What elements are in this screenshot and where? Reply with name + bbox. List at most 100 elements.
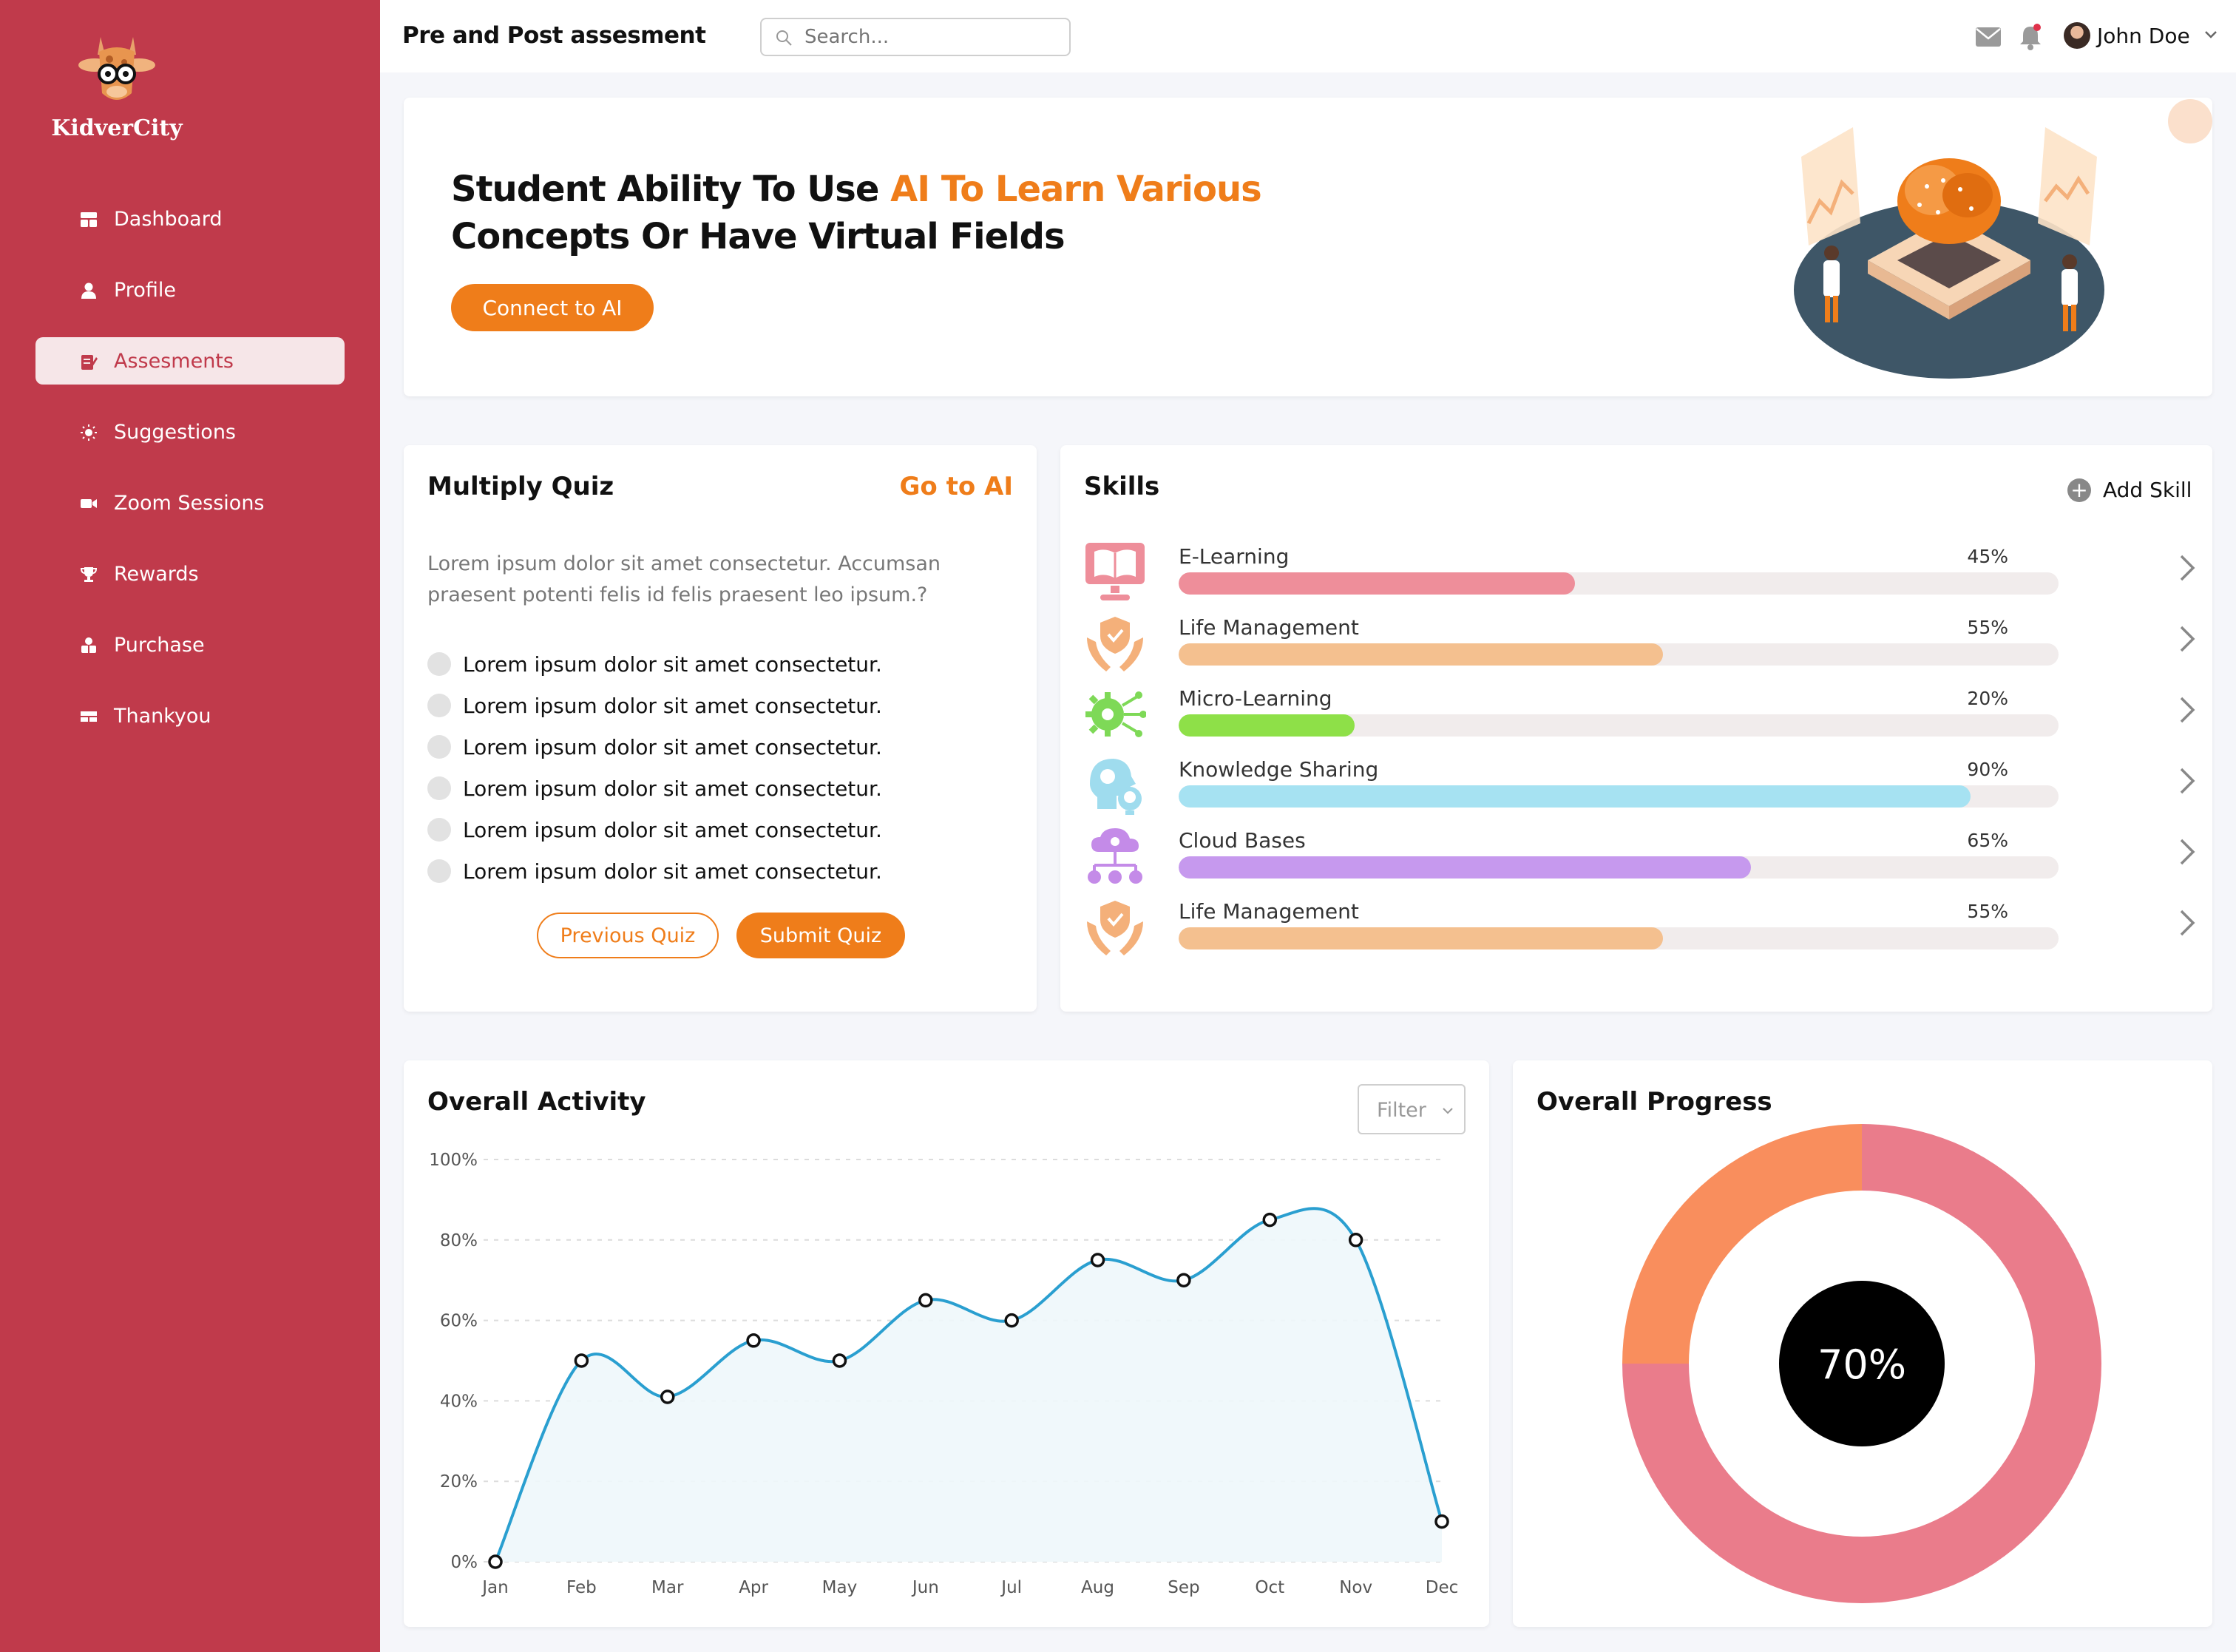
hero-banner: Student Ability To Use AI To Learn Vario… xyxy=(404,98,2212,396)
brand-logo[interactable]: KidverCity xyxy=(35,30,198,141)
thankyou-icon xyxy=(81,711,97,722)
radio-button[interactable] xyxy=(427,818,451,842)
quiz-option[interactable]: Lorem ipsum dolor sit amet consectetur. xyxy=(427,850,882,892)
skills-title: Skills xyxy=(1084,472,1160,501)
data-point xyxy=(918,1293,933,1308)
sidebar-item-thankyou[interactable]: Thankyou xyxy=(35,692,345,739)
x-tick-label: Jun xyxy=(911,1578,939,1597)
radio-button[interactable] xyxy=(427,735,451,759)
chevron-right-icon[interactable] xyxy=(2178,695,2196,725)
radio-button[interactable] xyxy=(427,694,451,717)
add-skill-button[interactable]: + Add Skill xyxy=(2067,478,2192,502)
quiz-option-label: Lorem ipsum dolor sit amet consectetur. xyxy=(463,734,882,759)
sidebar-item-assesments[interactable]: Assesments xyxy=(35,337,345,385)
quiz-option-label: Lorem ipsum dolor sit amet consectetur. xyxy=(463,859,882,884)
data-point xyxy=(488,1554,503,1569)
chevron-down-icon[interactable] xyxy=(2203,30,2218,40)
chevron-down-icon xyxy=(1443,1108,1453,1114)
skill-progress-fill xyxy=(1179,927,1663,949)
quiz-option[interactable]: Lorem ipsum dolor sit amet consectetur. xyxy=(427,643,882,685)
hero-title-part1: Student Ability To Use xyxy=(451,169,891,210)
skill-label: Knowledge Sharing xyxy=(1179,757,1379,782)
dashboard-icon xyxy=(81,212,97,227)
donut-center-label: 70% xyxy=(1817,1341,1906,1388)
skill-row[interactable]: Life Management 55% xyxy=(1084,612,2196,683)
bell-icon[interactable] xyxy=(2019,24,2042,50)
skill-row[interactable]: Cloud Bases 65% xyxy=(1084,825,2196,896)
hands-shield-icon xyxy=(1087,901,1143,955)
quiz-option[interactable]: Lorem ipsum dolor sit amet consectetur. xyxy=(427,685,882,726)
x-tick-label: Jul xyxy=(1000,1578,1022,1597)
top-bar: Pre and Post assesment John Doe xyxy=(380,0,2236,72)
skill-row[interactable]: Micro-Learning 20% xyxy=(1084,683,2196,754)
data-point xyxy=(574,1353,589,1368)
sidebar: KidverCity Dashboard Profile Assesments … xyxy=(0,0,380,1652)
previous-quiz-button[interactable]: Previous Quiz xyxy=(537,913,719,958)
quiz-option-label: Lorem ipsum dolor sit amet consectetur. xyxy=(463,693,882,718)
chevron-right-icon[interactable] xyxy=(2178,553,2196,583)
quiz-option-label: Lorem ipsum dolor sit amet consectetur. xyxy=(463,651,882,677)
skill-row[interactable]: Knowledge Sharing 90% xyxy=(1084,754,2196,825)
sidebar-item-label: Purchase xyxy=(114,633,205,657)
y-tick-label: 40% xyxy=(440,1392,478,1411)
quiz-question: Lorem ipsum dolor sit amet consectetur. … xyxy=(427,552,941,606)
sidebar-item-label: Thankyou xyxy=(114,704,211,728)
x-tick-label: Jan xyxy=(481,1578,508,1597)
sidebar-item-label: Dashboard xyxy=(114,207,223,231)
x-tick-label: Nov xyxy=(1339,1578,1372,1597)
chevron-right-icon[interactable] xyxy=(2178,837,2196,867)
data-point xyxy=(832,1353,847,1368)
quiz-option[interactable]: Lorem ipsum dolor sit amet consectetur. xyxy=(427,768,882,809)
area-fill xyxy=(495,1208,1442,1562)
purchase-icon xyxy=(81,637,96,653)
progress-card: Overall Progress 70% xyxy=(1513,1060,2212,1627)
chevron-right-icon[interactable] xyxy=(2178,908,2196,938)
avatar[interactable] xyxy=(2064,22,2090,49)
quiz-option-label: Lorem ipsum dolor sit amet consectetur. xyxy=(463,817,882,842)
data-point xyxy=(1348,1233,1363,1248)
sidebar-item-suggestions[interactable]: Suggestions xyxy=(35,408,345,456)
skill-label: E-Learning xyxy=(1179,544,1290,569)
data-point xyxy=(1004,1313,1019,1328)
sidebar-item-profile[interactable]: Profile xyxy=(35,266,345,314)
chevron-right-icon[interactable] xyxy=(2178,766,2196,796)
quiz-option[interactable]: Lorem ipsum dolor sit amet consectetur. xyxy=(427,726,882,768)
skill-row[interactable]: E-Learning 45% xyxy=(1084,541,2196,612)
sidebar-item-purchase[interactable]: Purchase xyxy=(35,621,345,668)
skill-progress-track xyxy=(1179,572,2059,595)
skill-percent: 65% xyxy=(1967,830,2008,851)
chevron-right-icon[interactable] xyxy=(2178,624,2196,654)
x-tick-label: May xyxy=(822,1578,858,1597)
plus-circle-icon: + xyxy=(2067,478,2091,502)
sidebar-item-dashboard[interactable]: Dashboard xyxy=(35,195,345,243)
skill-progress-track xyxy=(1179,927,2059,949)
skill-progress-track xyxy=(1179,856,2059,879)
submit-quiz-button[interactable]: Submit Quiz xyxy=(736,913,905,958)
connect-ai-button[interactable]: Connect to AI xyxy=(451,284,654,331)
skill-percent: 90% xyxy=(1967,759,2008,780)
go-to-ai-link[interactable]: Go to AI xyxy=(899,472,1013,501)
brand-name: KidverCity xyxy=(51,115,183,141)
radio-button[interactable] xyxy=(427,776,451,800)
sidebar-item-rewards[interactable]: Rewards xyxy=(35,550,345,598)
sidebar-item-zoom-sessions[interactable]: Zoom Sessions xyxy=(35,479,345,527)
user-name[interactable]: John Doe xyxy=(2097,24,2190,48)
radio-button[interactable] xyxy=(427,652,451,676)
x-tick-label: Apr xyxy=(739,1578,768,1597)
filter-dropdown[interactable]: Filter xyxy=(1358,1084,1466,1134)
book-screen-icon xyxy=(1085,543,1145,600)
quiz-option[interactable]: Lorem ipsum dolor sit amet consectetur. xyxy=(427,809,882,850)
radio-button[interactable] xyxy=(427,859,451,883)
progress-title: Overall Progress xyxy=(1537,1087,1772,1117)
mail-icon[interactable] xyxy=(1975,27,2002,47)
search-box[interactable] xyxy=(760,18,1071,56)
hero-title-highlight: AI To Learn Various xyxy=(890,169,1262,210)
skill-row[interactable]: Life Management 55% xyxy=(1084,896,2196,967)
gear-circuit-icon xyxy=(1085,691,1146,737)
skill-progress-fill xyxy=(1179,785,1971,808)
hero-title-part2: Concepts Or Have Virtual Fields xyxy=(451,216,1066,257)
hands-shield-icon xyxy=(1087,617,1143,671)
search-input[interactable] xyxy=(804,25,1056,49)
skill-label: Life Management xyxy=(1179,615,1359,640)
skill-label: Micro-Learning xyxy=(1179,686,1332,711)
